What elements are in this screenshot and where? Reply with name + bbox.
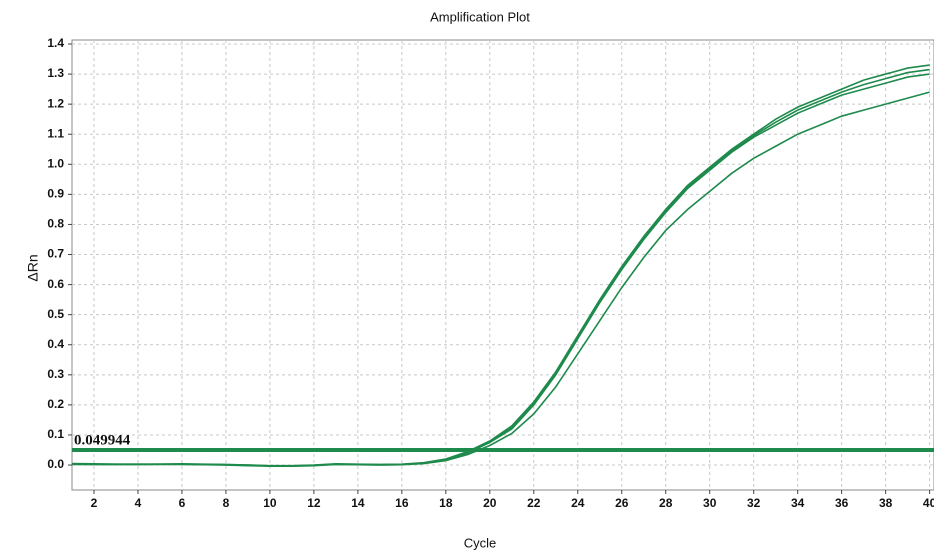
x-tick-label: 8 [223,496,230,510]
y-tick-label: 0.9 [47,187,64,201]
x-tick-label: 32 [747,496,761,510]
x-tick-label: 12 [307,496,321,510]
x-axis-label: Cycle [464,535,497,550]
x-tick-label: 26 [615,496,629,510]
x-tick-label: 28 [659,496,673,510]
chart-title: Amplification Plot [430,9,530,24]
x-tick-label: 14 [351,496,365,510]
x-tick-label: 18 [439,496,453,510]
x-tick-label: 2 [91,496,98,510]
x-tick-label: 6 [179,496,186,510]
y-tick-label: 0.7 [47,247,64,261]
y-tick-label: 0.3 [47,367,64,381]
y-tick-label: 0.6 [47,277,64,291]
y-tick-label: 1.3 [47,66,64,80]
x-tick-label: 38 [879,496,893,510]
x-tick-label: 36 [835,496,849,510]
x-tick-label: 20 [483,496,497,510]
y-tick-label: 0.5 [47,307,64,321]
x-tick-label: 22 [527,496,541,510]
threshold-label: 0.049944 [74,432,131,448]
y-axis-label: ΔRn [25,254,41,281]
y-tick-label: 0.8 [47,217,64,231]
y-tick-label: 1.2 [47,96,64,110]
y-tick-label: 1.4 [47,36,64,50]
x-tick-label: 34 [791,496,805,510]
x-tick-label: 10 [263,496,277,510]
x-tick-label: 30 [703,496,717,510]
y-tick-label: 0.4 [47,337,64,351]
y-tick-label: 1.1 [47,126,64,140]
x-tick-label: 24 [571,496,585,510]
y-tick-label: 0.2 [47,397,64,411]
x-tick-label: 40 [923,496,934,510]
x-tick-label: 4 [135,496,142,510]
y-tick-label: 0.0 [47,457,64,471]
amplification-curve [72,91,930,468]
x-tick-label: 16 [395,496,409,510]
y-tick-label: 1.0 [47,156,64,170]
y-tick-label: 0.1 [47,427,64,441]
